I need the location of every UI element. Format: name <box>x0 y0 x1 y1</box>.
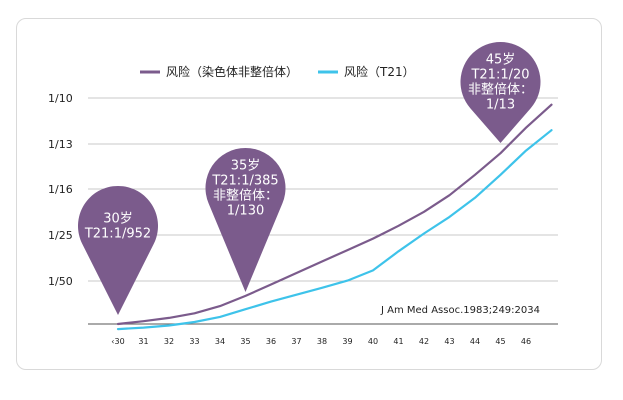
annotation-text: 1/130 <box>227 204 264 219</box>
annotation-pin <box>78 185 158 315</box>
x-tick-label: 39 <box>342 337 352 346</box>
annotation-text: 35岁 <box>231 159 261 174</box>
x-tick-label: ‹30 <box>111 337 124 346</box>
annotation-text: 1/13 <box>486 98 515 113</box>
y-tick-label: 1/50 <box>48 275 73 288</box>
x-tick-label: 35 <box>240 337 250 346</box>
y-tick-label: 1/13 <box>48 138 73 151</box>
annotation-text: T21:1/952 <box>84 227 151 242</box>
annotation-text: 非整倍体： <box>213 189 278 204</box>
y-tick-label: 1/25 <box>48 229 73 242</box>
x-tick-label: 38 <box>317 337 327 346</box>
annotation-text: 非整倍体： <box>468 83 533 98</box>
x-tick-label: 32 <box>164 337 174 346</box>
legend-label: 风险（T21） <box>344 64 415 79</box>
x-tick-label: 36 <box>266 337 276 346</box>
x-tick-label: 45 <box>495 337 505 346</box>
x-tick-label: 34 <box>215 337 225 346</box>
x-tick-label: 40 <box>368 337 378 346</box>
x-tick-label: 42 <box>419 337 429 346</box>
annotation-text: T21:1/385 <box>211 174 278 189</box>
series-line-aneuploidy <box>116 103 553 326</box>
annotation-pin <box>460 41 541 144</box>
annotation-text: 45岁 <box>486 53 516 68</box>
annotation-pin <box>205 147 286 292</box>
annotation-text: 30岁 <box>103 212 133 227</box>
y-tick-label: 1/10 <box>48 92 73 105</box>
annotation-text: T21:1/20 <box>470 68 529 83</box>
series-line-t21 <box>116 129 553 331</box>
legend-label: 风险（染色体非整倍体） <box>166 64 298 79</box>
x-tick-label: 46 <box>521 337 531 346</box>
x-tick-label: 31 <box>138 337 148 346</box>
x-tick-label: 44 <box>470 337 480 346</box>
x-tick-label: 41 <box>393 337 403 346</box>
y-tick-label: 1/16 <box>48 183 73 196</box>
x-tick-label: 33 <box>189 337 199 346</box>
x-tick-label: 37 <box>291 337 301 346</box>
source-citation: J Am Med Assoc.1983;249:2034 <box>380 305 540 316</box>
x-tick-label: 43 <box>444 337 454 346</box>
